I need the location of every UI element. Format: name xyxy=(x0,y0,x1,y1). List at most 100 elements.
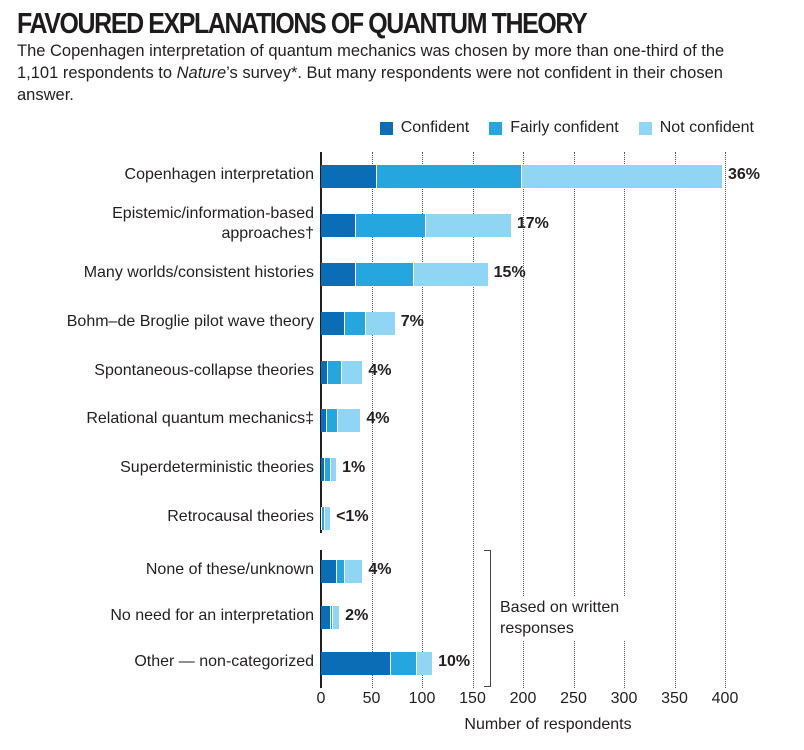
bar-segment-fairly-confident xyxy=(337,560,346,583)
percent-label: <1% xyxy=(336,508,369,525)
bar-segment-not-confident xyxy=(345,560,363,583)
gridline xyxy=(523,152,524,596)
chart-subtitle: The Copenhagen interpretation of quantum… xyxy=(17,40,757,106)
bar-segment-fairly-confident xyxy=(331,606,334,629)
stacked-bar xyxy=(321,606,340,629)
bar-segment-fairly-confident xyxy=(325,458,332,481)
legend: Confident Fairly confident Not confident xyxy=(379,119,754,137)
x-tick-label: 0 xyxy=(316,690,326,707)
gridline xyxy=(422,152,423,688)
legend-label: Confident xyxy=(400,119,470,136)
percent-label: 2% xyxy=(345,607,369,624)
percent-label: 1% xyxy=(342,459,366,476)
percent-label: 17% xyxy=(516,215,549,232)
bar-segment-not-confident xyxy=(426,214,511,237)
bar-segment-confident xyxy=(321,652,391,675)
stacked-bar xyxy=(321,560,363,583)
category-label: Spontaneous-collapse theories xyxy=(94,362,314,379)
percent-label: 4% xyxy=(368,561,392,578)
category-label: Other — non-categorized xyxy=(134,653,314,670)
percent-label: 7% xyxy=(400,313,424,330)
stacked-bar xyxy=(321,263,488,286)
category-label: No need for an interpretation xyxy=(110,607,314,624)
annotation-line: responses xyxy=(500,620,574,637)
category-label: Copenhagen interpretation xyxy=(124,166,314,183)
stacked-bar xyxy=(321,409,361,432)
x-tick-label: 250 xyxy=(560,690,587,707)
category-label: Relational quantum mechanics‡ xyxy=(86,410,314,427)
legend-swatch-confident-icon xyxy=(379,121,393,135)
bar-segment-confident xyxy=(321,409,328,432)
legend-swatch-not-confident-icon xyxy=(638,121,652,135)
bar-segment-not-confident xyxy=(342,361,363,384)
bar-segment-not-confident xyxy=(521,165,722,188)
legend-label: Not confident xyxy=(659,119,754,136)
x-tick-label: 50 xyxy=(362,690,381,707)
bar-segment-not-confident xyxy=(413,263,488,286)
bar-segment-fairly-confident xyxy=(328,361,343,384)
bar-segment-confident xyxy=(321,458,326,481)
category-label: Bohm–de Broglie pilot wave theory xyxy=(66,313,314,330)
x-tick-label: 300 xyxy=(610,690,638,707)
bar-segment-fairly-confident xyxy=(322,507,326,530)
gridline xyxy=(573,641,575,688)
category-label-line: approaches† xyxy=(221,225,314,242)
gridline xyxy=(523,641,524,688)
stacked-bar xyxy=(321,312,395,335)
x-tick-label: 400 xyxy=(711,690,739,707)
stacked-bar xyxy=(321,361,363,384)
stacked-bar xyxy=(321,458,337,481)
category-label: None of these/unknown xyxy=(145,561,314,578)
y-axis-line xyxy=(320,152,322,533)
x-tick-label: 200 xyxy=(509,690,537,707)
chart-title: FAVOURED EXPLANATIONS OF QUANTUM THEORY xyxy=(17,8,588,40)
gridline xyxy=(573,152,575,596)
bar-segment-not-confident xyxy=(325,507,331,530)
category-label: Retrocausal theories xyxy=(167,508,314,525)
subtitle-text-end: ’s survey*. But many respondents were no… xyxy=(17,64,723,104)
bar-segment-not-confident xyxy=(333,606,340,629)
gridline xyxy=(624,152,625,596)
written-responses-annotation: Based on written responses xyxy=(500,597,624,639)
stacked-bar xyxy=(321,214,511,237)
gridline xyxy=(674,152,676,688)
percent-label: 15% xyxy=(493,264,526,281)
bar-segment-fairly-confident xyxy=(327,409,339,432)
bar-segment-not-confident xyxy=(338,409,361,432)
legend-item-confident: Confident xyxy=(379,119,470,137)
category-label: Superdeterministic theories xyxy=(120,459,314,476)
gridline xyxy=(371,152,373,688)
category-label: Many worlds/consistent histories xyxy=(83,264,314,281)
gridline xyxy=(725,152,726,688)
bar-segment-confident xyxy=(321,263,357,286)
percent-label: 10% xyxy=(438,653,471,670)
x-tick-label: 150 xyxy=(459,690,486,707)
x-axis-label: Number of respondents xyxy=(464,716,632,733)
legend-item-not-confident: Not confident xyxy=(638,119,754,137)
bar-segment-confident xyxy=(321,606,332,629)
gridline xyxy=(624,641,625,688)
subtitle-italic: Nature xyxy=(176,64,227,82)
annotation-line: Based on written xyxy=(500,599,620,616)
bar-segment-not-confident xyxy=(416,652,433,675)
bar-segment-fairly-confident xyxy=(356,214,427,237)
legend-label: Fairly confident xyxy=(510,119,619,136)
percent-label: 36% xyxy=(727,166,760,183)
category-label: Epistemic/information-based approaches† xyxy=(112,204,314,244)
legend-swatch-fairly-confident-icon xyxy=(489,121,503,135)
stacked-bar xyxy=(321,165,722,188)
percent-label: 4% xyxy=(368,362,392,379)
gridline xyxy=(472,152,474,688)
subtitle-text: The Copenhagen interpretation of quantum… xyxy=(17,42,725,82)
bar-segment-confident xyxy=(321,507,322,530)
written-responses-bracket xyxy=(484,550,491,687)
stacked-bar xyxy=(321,652,433,675)
bar-segment-fairly-confident xyxy=(376,165,522,188)
bar-segment-fairly-confident xyxy=(356,263,414,286)
bar-segment-confident xyxy=(321,312,346,335)
stacked-bar xyxy=(321,507,331,530)
legend-item-fairly-confident: Fairly confident xyxy=(489,119,619,137)
bar-segment-confident xyxy=(321,214,357,237)
bar-segment-confident xyxy=(321,165,377,188)
